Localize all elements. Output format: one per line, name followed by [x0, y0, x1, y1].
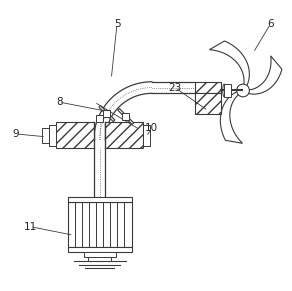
Bar: [103, 110, 110, 117]
Text: 11: 11: [24, 221, 37, 232]
Bar: [105, 122, 143, 148]
Text: 6: 6: [267, 19, 274, 29]
Bar: [42, 128, 49, 143]
Polygon shape: [209, 41, 249, 91]
Bar: [224, 84, 232, 97]
Bar: [122, 113, 129, 120]
Bar: [84, 252, 116, 257]
Circle shape: [237, 84, 249, 97]
Bar: [143, 125, 150, 146]
Polygon shape: [220, 90, 243, 143]
Text: 23: 23: [168, 83, 182, 93]
Bar: [96, 115, 103, 122]
Bar: [68, 247, 131, 252]
Bar: [195, 82, 221, 93]
Text: 5: 5: [114, 19, 120, 29]
Polygon shape: [243, 56, 282, 94]
Bar: [88, 257, 111, 261]
Text: 8: 8: [56, 97, 62, 107]
Bar: [68, 202, 131, 247]
Polygon shape: [99, 106, 115, 122]
Ellipse shape: [223, 84, 226, 97]
Text: 9: 9: [12, 129, 19, 139]
Polygon shape: [118, 109, 134, 125]
Bar: [56, 122, 94, 148]
Bar: [49, 125, 56, 146]
Text: 10: 10: [145, 123, 158, 133]
Bar: [195, 93, 221, 114]
Bar: [68, 197, 131, 202]
